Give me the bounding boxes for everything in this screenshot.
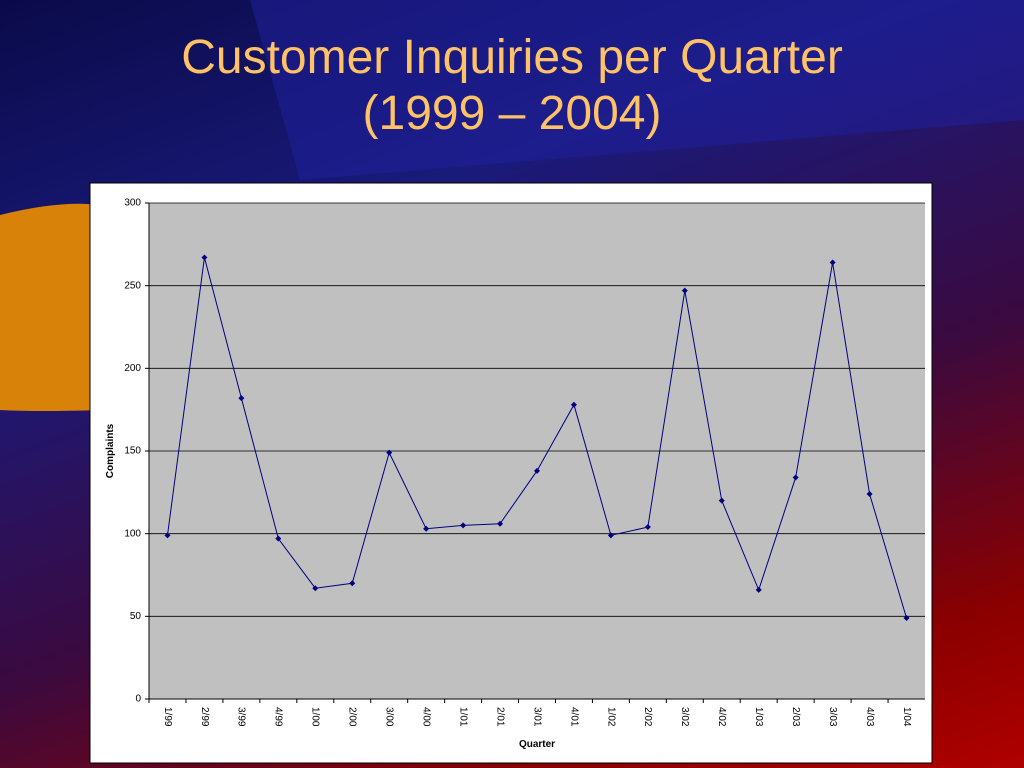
x-tick-label: 2/99 xyxy=(199,707,210,727)
x-tick-label: 1/02 xyxy=(605,707,616,727)
x-tick-label: 1/03 xyxy=(753,707,764,727)
data-point xyxy=(903,614,910,621)
x-tick-label: 4/99 xyxy=(273,707,284,727)
data-point xyxy=(829,259,836,266)
x-tick-label: 3/03 xyxy=(827,707,838,727)
data-point xyxy=(275,535,282,542)
y-tick-label: 50 xyxy=(130,611,142,622)
data-point xyxy=(644,524,651,531)
y-tick-label: 300 xyxy=(124,198,141,209)
x-tick-label: 4/02 xyxy=(716,707,727,727)
data-point xyxy=(755,586,762,593)
x-tick-label: 3/99 xyxy=(236,707,247,727)
data-point xyxy=(681,287,688,294)
y-tick-label: 0 xyxy=(135,694,141,705)
data-point xyxy=(718,497,725,504)
data-point xyxy=(238,395,245,402)
y-tick-label: 150 xyxy=(124,446,141,457)
data-point xyxy=(312,585,319,592)
data-point xyxy=(164,532,171,539)
slide-title: Customer Inquiries per Quarter (1999 – 20… xyxy=(0,30,1024,142)
y-tick-label: 250 xyxy=(124,280,141,291)
x-tick-label: 4/03 xyxy=(864,707,875,727)
y-axis-title: Complaints xyxy=(105,423,116,478)
x-tick-label: 1/99 xyxy=(162,707,173,727)
x-tick-label: 2/03 xyxy=(790,707,801,727)
x-tick-label: 1/04 xyxy=(901,707,912,727)
data-point xyxy=(534,467,540,474)
data-point xyxy=(607,532,614,539)
x-tick-label: 4/00 xyxy=(421,707,432,727)
x-axis-title: Quarter xyxy=(519,739,555,750)
data-point xyxy=(201,254,208,261)
data-point xyxy=(349,580,356,587)
decor-shape xyxy=(250,0,1024,180)
y-tick-label: 200 xyxy=(124,363,141,374)
data-point xyxy=(386,449,393,456)
x-tick-label: 2/01 xyxy=(494,707,505,727)
y-tick-label: 100 xyxy=(124,528,141,539)
x-tick-label: 2/02 xyxy=(642,707,653,727)
title-line: Customer Inquiries per Quarter xyxy=(181,31,843,84)
x-tick-label: 1/01 xyxy=(457,707,468,727)
x-tick-label: 3/02 xyxy=(679,707,690,727)
x-tick-label: 3/00 xyxy=(384,707,395,727)
data-point xyxy=(792,474,799,481)
title-line: (1999 – 2004) xyxy=(362,87,662,140)
data-point xyxy=(570,401,577,408)
data-point xyxy=(866,490,873,497)
data-point xyxy=(460,522,467,529)
decor-shape xyxy=(0,203,100,411)
data-point xyxy=(423,525,430,532)
x-tick-label: 1/00 xyxy=(310,707,321,727)
data-point xyxy=(497,520,504,527)
x-tick-label: 2/00 xyxy=(347,707,358,727)
x-tick-label: 3/01 xyxy=(531,707,542,727)
x-tick-label: 4/01 xyxy=(568,707,579,727)
